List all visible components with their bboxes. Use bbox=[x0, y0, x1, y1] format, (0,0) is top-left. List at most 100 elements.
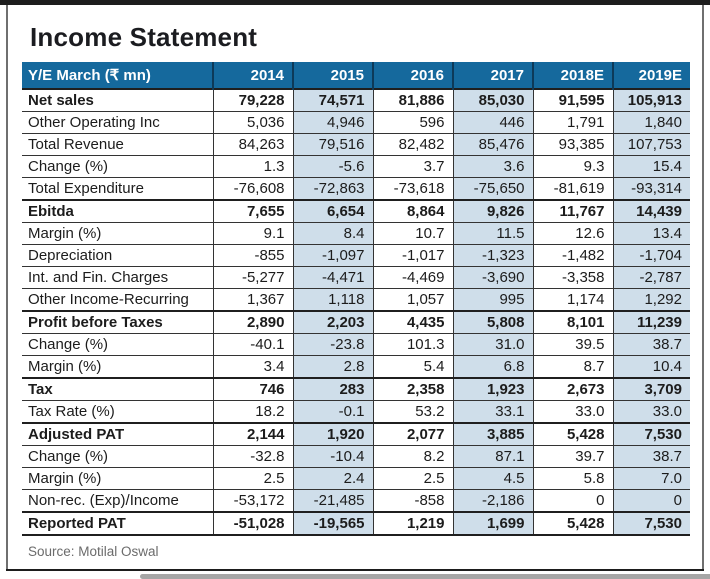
value-cell: 4,946 bbox=[292, 111, 373, 134]
value-cell: 4,435 bbox=[372, 310, 453, 334]
row-label: Non-rec. (Exp)/Income bbox=[22, 489, 213, 512]
value-cell: 18.2 bbox=[212, 400, 293, 423]
header-cell-2019e: 2019E bbox=[612, 62, 690, 89]
value-cell: 13.4 bbox=[612, 222, 690, 245]
value-cell: 6.8 bbox=[452, 355, 533, 378]
value-cell: 9.1 bbox=[212, 222, 293, 245]
page-right-border bbox=[702, 5, 704, 571]
value-cell: 1,057 bbox=[372, 288, 453, 311]
table-row: Tax 746 283 2,358 1,923 2,673 3,709 bbox=[22, 377, 690, 401]
value-cell: 8,864 bbox=[372, 199, 453, 223]
value-cell: 53.2 bbox=[372, 400, 453, 423]
value-cell: 446 bbox=[452, 111, 533, 134]
value-cell: 12.6 bbox=[532, 222, 613, 245]
value-cell: -1,097 bbox=[292, 244, 373, 267]
value-cell: 3,885 bbox=[452, 422, 533, 446]
value-cell: 82,482 bbox=[372, 133, 453, 156]
value-cell: -1,482 bbox=[532, 244, 613, 267]
value-cell: 85,476 bbox=[452, 133, 533, 156]
table-row: Total Revenue 84,263 79,516 82,482 85,476 93,… bbox=[22, 133, 690, 156]
header-cell-2015: 2015 bbox=[292, 62, 373, 89]
horizontal-scrollbar[interactable] bbox=[140, 574, 710, 579]
value-cell: 5,428 bbox=[532, 511, 613, 536]
value-cell: -5.6 bbox=[292, 155, 373, 178]
value-cell: -4,469 bbox=[372, 266, 453, 289]
value-cell: 85,030 bbox=[452, 88, 533, 112]
row-label: Margin (%) bbox=[22, 222, 213, 245]
row-label: Margin (%) bbox=[22, 355, 213, 378]
row-label: Total Revenue bbox=[22, 133, 213, 156]
table-header: Y/E March (₹ mn) 2014 2015 2016 2017 201… bbox=[22, 62, 690, 89]
value-cell: -21,485 bbox=[292, 489, 373, 512]
value-cell: 74,571 bbox=[292, 88, 373, 112]
value-cell: -23.8 bbox=[292, 333, 373, 356]
value-cell: -72,863 bbox=[292, 177, 373, 200]
table-row: Change (%) 1.3 -5.6 3.7 3.6 9.3 15.4 bbox=[22, 155, 690, 178]
table-row: Non-rec. (Exp)/Income -53,172 -21,485 -858-… bbox=[22, 489, 690, 512]
value-cell: 33.0 bbox=[612, 400, 690, 423]
value-cell: 7,655 bbox=[212, 199, 293, 223]
header-cell-2014: 2014 bbox=[212, 62, 293, 89]
row-label: Reported PAT bbox=[22, 511, 213, 536]
value-cell: -10.4 bbox=[292, 445, 373, 468]
value-cell: 1,791 bbox=[532, 111, 613, 134]
value-cell: 1,118 bbox=[292, 288, 373, 311]
value-cell: 8.2 bbox=[372, 445, 453, 468]
value-cell: -3,358 bbox=[532, 266, 613, 289]
value-cell: 5,036 bbox=[212, 111, 293, 134]
value-cell: 39.5 bbox=[532, 333, 613, 356]
value-cell: -75,650 bbox=[452, 177, 533, 200]
table-row: Tax Rate (%) 18.2 -0.1 53.2 33.1 33.0 33.0 bbox=[22, 400, 690, 423]
value-cell: 7,530 bbox=[612, 511, 690, 536]
row-label: Margin (%) bbox=[22, 467, 213, 490]
value-cell: 9.3 bbox=[532, 155, 613, 178]
value-cell: -1,323 bbox=[452, 244, 533, 267]
row-label: Profit before Taxes bbox=[22, 310, 213, 334]
row-label: Int. and Fin. Charges bbox=[22, 266, 213, 289]
value-cell: -855 bbox=[212, 244, 293, 267]
value-cell: -51,028 bbox=[212, 511, 293, 536]
value-cell: 87.1 bbox=[452, 445, 533, 468]
value-cell: 11,239 bbox=[612, 310, 690, 334]
table-row: Total Expenditure -76,608 -72,863 -73,618 -7… bbox=[22, 177, 690, 200]
row-label: Tax bbox=[22, 377, 213, 401]
header-row: Y/E March (₹ mn) 2014 2015 2016 2017 201… bbox=[22, 62, 690, 89]
value-cell: 5.8 bbox=[532, 467, 613, 490]
value-cell: 1,840 bbox=[612, 111, 690, 134]
row-label: Adjusted PAT bbox=[22, 422, 213, 446]
table-row: Change (%) -40.1 -23.8 101.3 31.0 39.5 38.7 bbox=[22, 333, 690, 356]
row-label: Other Operating Inc bbox=[22, 111, 213, 134]
value-cell: -73,618 bbox=[372, 177, 453, 200]
page-title: Income Statement bbox=[30, 22, 258, 52]
table-row: Ebitda 7,655 6,654 8,864 9,826 11,767 14,439 bbox=[22, 199, 690, 223]
value-cell: -1,017 bbox=[372, 244, 453, 267]
row-label: Tax Rate (%) bbox=[22, 400, 213, 423]
value-cell: -1,704 bbox=[612, 244, 690, 267]
value-cell: 91,595 bbox=[532, 88, 613, 112]
header-cell-2016: 2016 bbox=[372, 62, 453, 89]
value-cell: 5,428 bbox=[532, 422, 613, 446]
page-bottom-border bbox=[6, 569, 704, 571]
header-cell-2018e: 2018E bbox=[532, 62, 613, 89]
value-cell: 2.4 bbox=[292, 467, 373, 490]
row-label: Total Expenditure bbox=[22, 177, 213, 200]
value-cell: -40.1 bbox=[212, 333, 293, 356]
value-cell: 38.7 bbox=[612, 445, 690, 468]
value-cell: 107,753 bbox=[612, 133, 690, 156]
value-cell: 8,101 bbox=[532, 310, 613, 334]
value-cell: 283 bbox=[292, 377, 373, 401]
header-cell-2017: 2017 bbox=[452, 62, 533, 89]
table-row: Other Operating Inc 5,036 4,946 596 446 1,791… bbox=[22, 111, 690, 134]
row-label: Ebitda bbox=[22, 199, 213, 223]
value-cell: 6,654 bbox=[292, 199, 373, 223]
value-cell: 596 bbox=[372, 111, 453, 134]
table-row: Margin (%) 9.1 8.4 10.7 11.5 12.6 13.4 bbox=[22, 222, 690, 245]
table-row: Change (%) -32.8 -10.4 8.2 87.1 39.7 38.7 bbox=[22, 445, 690, 468]
table-row: Int. and Fin. Charges -5,277 -4,471 -4,469-… bbox=[22, 266, 690, 289]
value-cell: 84,263 bbox=[212, 133, 293, 156]
value-cell: 39.7 bbox=[532, 445, 613, 468]
value-cell: 79,516 bbox=[292, 133, 373, 156]
value-cell: -0.1 bbox=[292, 400, 373, 423]
value-cell: 10.4 bbox=[612, 355, 690, 378]
